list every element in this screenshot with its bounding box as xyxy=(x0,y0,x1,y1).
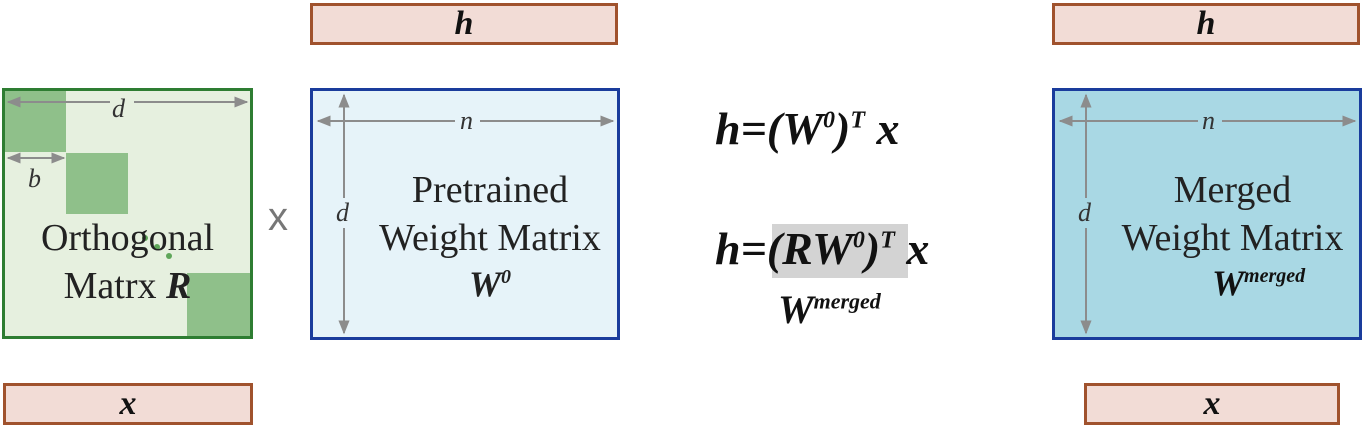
orthogonal-dim-b: b xyxy=(28,164,41,193)
orthogonal-label: Orthogonal Matrx R xyxy=(10,215,245,310)
merged-label-line1: Merged xyxy=(1173,169,1292,211)
pretrained-label-line1: Pretrained xyxy=(411,169,569,211)
vector-h-top-left: h xyxy=(310,3,618,45)
orthogonal-label-line1: Orthogonal xyxy=(40,217,215,259)
pretrained-dim-n: n xyxy=(460,106,473,135)
merged-label-line2: Weight Matrix xyxy=(1121,216,1344,259)
merged-label: Merged Weight Matrix xyxy=(1105,167,1360,262)
vector-x-bottom-right: x xyxy=(1084,383,1340,425)
merged-dim-n: n xyxy=(1202,106,1215,135)
pretrained-label-line2: Weight Matrix xyxy=(379,216,601,259)
equation-merged: h=(RW0)T x xyxy=(715,223,930,274)
vector-h-label: h xyxy=(1196,5,1216,42)
vector-x-label: x xyxy=(119,385,137,422)
pretrained-dim-d: d xyxy=(336,198,349,227)
pretrained-weight-matrix xyxy=(310,88,620,340)
equation-merged-label: Wmerged xyxy=(778,287,881,332)
merged-dim-d: d xyxy=(1078,198,1091,227)
vector-h-label: h xyxy=(454,5,474,42)
vector-x-bottom-left: x xyxy=(3,383,253,425)
equation-original: h=(W0)T x xyxy=(715,103,900,154)
orthogonal-label-line2: Matrx R xyxy=(63,264,192,307)
times-symbol: x xyxy=(268,195,288,239)
diagonal-block-2 xyxy=(66,153,128,214)
diagonal-block-last xyxy=(187,273,250,336)
merged-symbol: Wmerged xyxy=(1212,263,1306,303)
pretrained-label: Pretrained Weight Matrix W0 xyxy=(360,167,620,307)
orthogonal-dim-d: d xyxy=(112,94,125,123)
merged-weight-matrix xyxy=(1052,88,1362,340)
orthogonal-symbol: R xyxy=(166,264,192,307)
pretrained-symbol: W0 xyxy=(468,264,511,304)
vector-x-label: x xyxy=(1203,385,1221,422)
equation-highlight xyxy=(772,224,908,278)
vector-h-top-right: h xyxy=(1052,3,1360,45)
